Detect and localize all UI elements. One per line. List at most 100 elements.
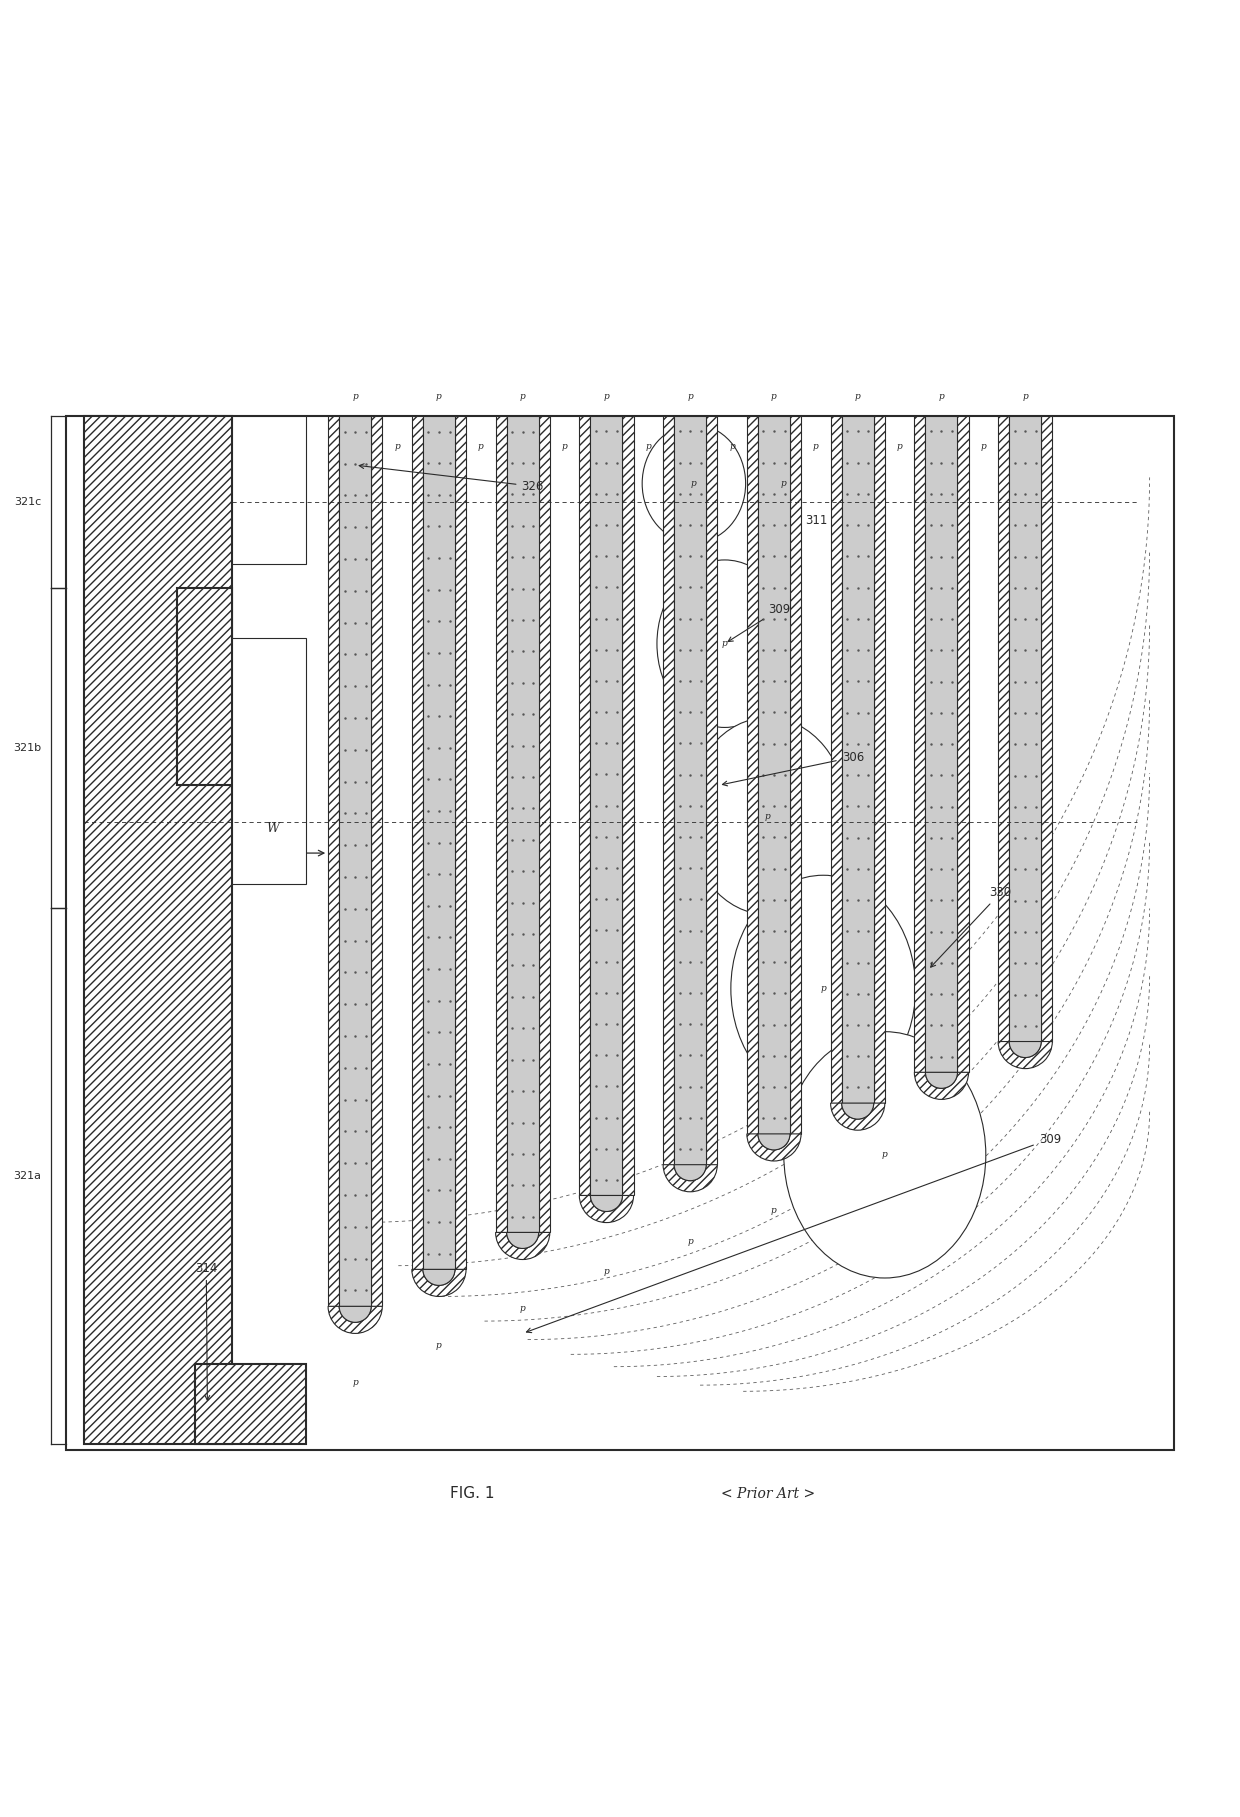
Bar xyxy=(1009,416,1042,1041)
Wedge shape xyxy=(925,1072,957,1088)
Wedge shape xyxy=(412,1270,466,1297)
Text: 306: 306 xyxy=(723,750,864,785)
Text: p: p xyxy=(854,392,861,402)
Ellipse shape xyxy=(642,425,745,543)
Text: p: p xyxy=(722,640,728,649)
Bar xyxy=(340,416,371,1306)
Text: W: W xyxy=(267,821,279,834)
Text: p: p xyxy=(520,392,526,402)
Text: p: p xyxy=(352,392,358,402)
Text: p: p xyxy=(604,1266,609,1276)
Bar xyxy=(66,416,1174,1450)
Text: p: p xyxy=(882,1150,888,1159)
Wedge shape xyxy=(1009,1041,1042,1057)
Text: p: p xyxy=(687,1237,693,1245)
Bar xyxy=(1009,416,1042,1041)
Bar xyxy=(176,589,232,785)
Wedge shape xyxy=(998,1041,1053,1068)
Text: p: p xyxy=(813,442,818,451)
Ellipse shape xyxy=(730,876,915,1101)
Wedge shape xyxy=(842,1103,874,1119)
Text: p: p xyxy=(646,442,651,451)
Bar xyxy=(790,416,801,1134)
Text: p: p xyxy=(687,392,693,402)
Bar xyxy=(758,416,790,1134)
Text: p: p xyxy=(562,442,568,451)
Text: 330: 330 xyxy=(931,887,1012,967)
Text: 321c: 321c xyxy=(14,498,41,507)
Bar xyxy=(590,416,622,1196)
Text: p: p xyxy=(981,442,986,451)
Text: FIG. 1: FIG. 1 xyxy=(450,1486,495,1501)
Bar xyxy=(590,416,622,1196)
Text: p: p xyxy=(394,442,401,451)
Text: p: p xyxy=(780,480,786,489)
Bar xyxy=(579,416,590,1196)
Wedge shape xyxy=(914,1072,968,1099)
Bar xyxy=(371,416,382,1306)
Wedge shape xyxy=(675,1165,707,1181)
Bar xyxy=(758,416,790,1134)
Bar xyxy=(957,416,968,1072)
Ellipse shape xyxy=(784,1032,986,1277)
Text: p: p xyxy=(477,442,484,451)
Bar xyxy=(914,416,925,1072)
Bar xyxy=(707,416,717,1165)
Bar xyxy=(746,416,758,1134)
Bar xyxy=(455,416,466,1270)
Ellipse shape xyxy=(688,718,848,914)
Bar xyxy=(423,416,455,1270)
Ellipse shape xyxy=(657,560,792,727)
Wedge shape xyxy=(579,1196,634,1223)
Bar xyxy=(507,416,538,1232)
Wedge shape xyxy=(507,1232,538,1248)
Bar xyxy=(538,416,549,1232)
Bar xyxy=(340,416,371,1306)
Text: p: p xyxy=(436,1341,441,1350)
Bar xyxy=(622,416,634,1196)
Bar xyxy=(195,1365,306,1445)
Bar xyxy=(412,416,423,1270)
Text: 309: 309 xyxy=(728,603,790,641)
Text: 321a: 321a xyxy=(14,1172,41,1181)
Bar xyxy=(663,416,675,1165)
Text: p: p xyxy=(352,1377,358,1386)
Bar xyxy=(998,416,1009,1041)
Bar xyxy=(842,416,874,1103)
Bar xyxy=(232,416,306,563)
Bar xyxy=(925,416,957,1072)
Wedge shape xyxy=(590,1196,622,1212)
Wedge shape xyxy=(746,1134,801,1161)
Wedge shape xyxy=(831,1103,885,1130)
Bar xyxy=(232,638,306,883)
Text: p: p xyxy=(771,1206,776,1216)
Bar xyxy=(675,416,707,1165)
Bar xyxy=(84,416,232,1445)
Wedge shape xyxy=(663,1165,717,1192)
Bar xyxy=(423,416,455,1270)
Text: p: p xyxy=(1022,392,1028,402)
Wedge shape xyxy=(340,1306,371,1323)
Text: p: p xyxy=(771,392,776,402)
Text: 314: 314 xyxy=(195,1261,217,1401)
Bar xyxy=(874,416,885,1103)
Text: p: p xyxy=(691,480,697,489)
Wedge shape xyxy=(496,1232,549,1259)
Bar xyxy=(496,416,507,1232)
Bar xyxy=(831,416,842,1103)
Text: p: p xyxy=(436,392,441,402)
Text: p: p xyxy=(821,985,826,994)
Bar xyxy=(507,416,538,1232)
Text: p: p xyxy=(897,442,903,451)
Text: 309: 309 xyxy=(527,1132,1061,1332)
Text: p: p xyxy=(729,442,735,451)
Text: 311: 311 xyxy=(805,514,827,527)
Text: < Prior Art >: < Prior Art > xyxy=(720,1486,815,1501)
Wedge shape xyxy=(423,1270,455,1285)
Wedge shape xyxy=(329,1306,382,1334)
Bar xyxy=(842,416,874,1103)
Text: 321b: 321b xyxy=(12,743,41,754)
Text: p: p xyxy=(604,392,609,402)
Bar xyxy=(329,416,340,1306)
Bar xyxy=(1042,416,1053,1041)
